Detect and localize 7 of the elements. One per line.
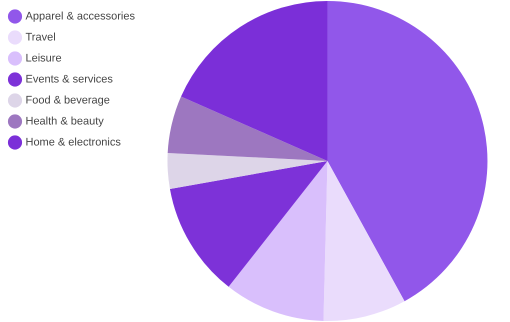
legend-label: Health & beauty xyxy=(26,116,104,128)
legend-label: Travel xyxy=(26,32,56,44)
legend-label: Events & services xyxy=(26,74,114,86)
legend-label: Apparel & accessories xyxy=(26,10,136,23)
legend-label: Home & electronics xyxy=(26,136,122,149)
legend-label: Food & beverage xyxy=(26,94,110,107)
legend-label: Leisure xyxy=(26,52,62,65)
